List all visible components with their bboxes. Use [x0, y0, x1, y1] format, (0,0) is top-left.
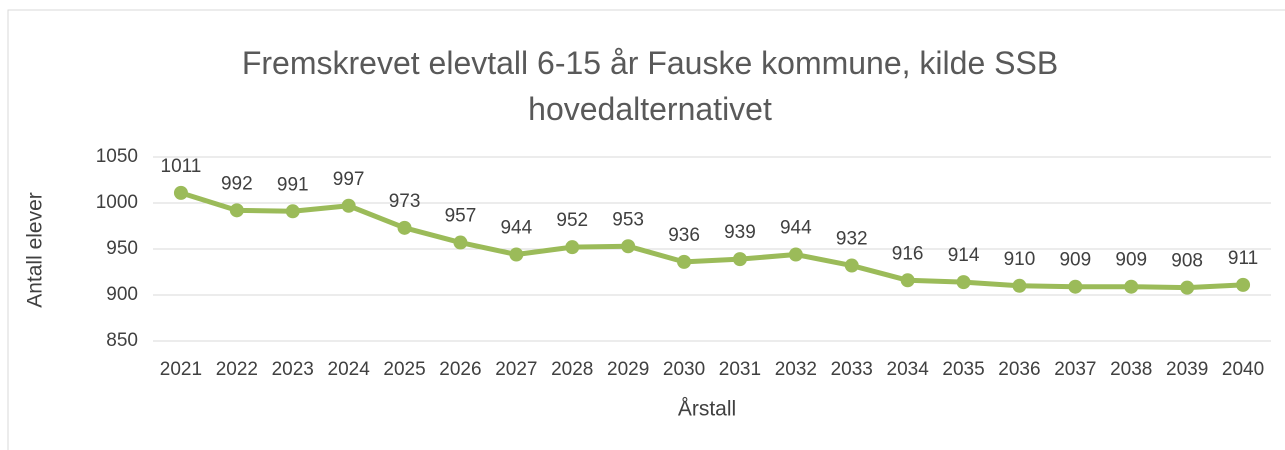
x-tick-label: 2038: [1110, 359, 1152, 380]
marker: [677, 254, 692, 269]
chart-title: Fremskrevet elevtall 6-15 år Fauske komm…: [241, 45, 1059, 127]
data-label: 932: [836, 229, 868, 250]
marker: [844, 258, 859, 273]
y-tick-label: 900: [106, 284, 138, 305]
marker: [1236, 277, 1251, 292]
x-tick-label: 2023: [272, 359, 314, 380]
x-tick-label: 2030: [663, 359, 705, 380]
y-tick-label: 1000: [96, 192, 138, 213]
marker: [732, 252, 747, 267]
data-label: 939: [724, 222, 756, 243]
marker: [788, 247, 803, 262]
data-label: 909: [1115, 250, 1147, 271]
data-label: 944: [780, 218, 812, 239]
y-axis-title: Antall elever: [24, 192, 47, 308]
data-label: 952: [556, 210, 588, 231]
line: [180, 190, 1244, 291]
x-tick-label: 2035: [942, 359, 984, 380]
marker: [341, 198, 356, 213]
x-tick-label: 2032: [775, 359, 817, 380]
x-tick-label: 2037: [1054, 359, 1096, 380]
marker: [1068, 279, 1083, 294]
marker: [1124, 279, 1139, 294]
x-tick-label: 2033: [831, 359, 873, 380]
data-label: 992: [221, 173, 253, 194]
data-label: 936: [668, 225, 700, 246]
data-label: 1011: [161, 156, 202, 177]
y-tick-label: 1050: [96, 146, 138, 167]
x-tick-label: 2039: [1166, 359, 1208, 380]
x-tick-label: 2034: [887, 359, 930, 380]
x-tick-label: 2028: [551, 359, 593, 380]
data-label: 991: [277, 174, 309, 195]
marker: [285, 204, 300, 219]
data-label: 916: [892, 243, 924, 264]
marker: [900, 273, 915, 288]
y-tick-label: 850: [106, 330, 138, 351]
data-label: 973: [389, 191, 421, 212]
marker: [565, 240, 580, 255]
data-label: 953: [612, 209, 644, 230]
x-tick-label: 2036: [998, 359, 1040, 380]
x-tick-label: 2029: [607, 359, 649, 380]
marker: [1180, 280, 1195, 295]
data-label: 957: [445, 206, 477, 227]
marker: [1012, 278, 1027, 293]
x-tick-label: 2040: [1222, 359, 1264, 380]
data-label: 914: [948, 245, 980, 266]
y-tick-label: 950: [106, 238, 138, 259]
x-tick-label: 2027: [495, 359, 537, 380]
marker: [621, 239, 636, 254]
marker: [229, 203, 244, 218]
x-tick-label: 2021: [160, 359, 202, 380]
x-tick-label: 2022: [216, 359, 258, 380]
marker: [956, 275, 971, 290]
marker: [453, 235, 468, 250]
x-tick-label: 2031: [719, 359, 761, 380]
marker: [173, 185, 188, 200]
x-tick-label: 2025: [383, 359, 425, 380]
x-axis-title: Årstall: [678, 398, 736, 421]
data-label: 908: [1171, 251, 1203, 272]
data-label: 910: [1004, 249, 1036, 270]
marker: [509, 247, 524, 262]
data-label: 909: [1059, 250, 1091, 271]
x-tick-label: 2024: [328, 359, 371, 380]
data-label: 997: [333, 169, 365, 190]
chart-border: [7, 9, 1285, 450]
data-label: 911: [1228, 248, 1258, 269]
x-tick-label: 2026: [439, 359, 481, 380]
marker: [397, 220, 412, 235]
data-label: 944: [500, 218, 532, 239]
